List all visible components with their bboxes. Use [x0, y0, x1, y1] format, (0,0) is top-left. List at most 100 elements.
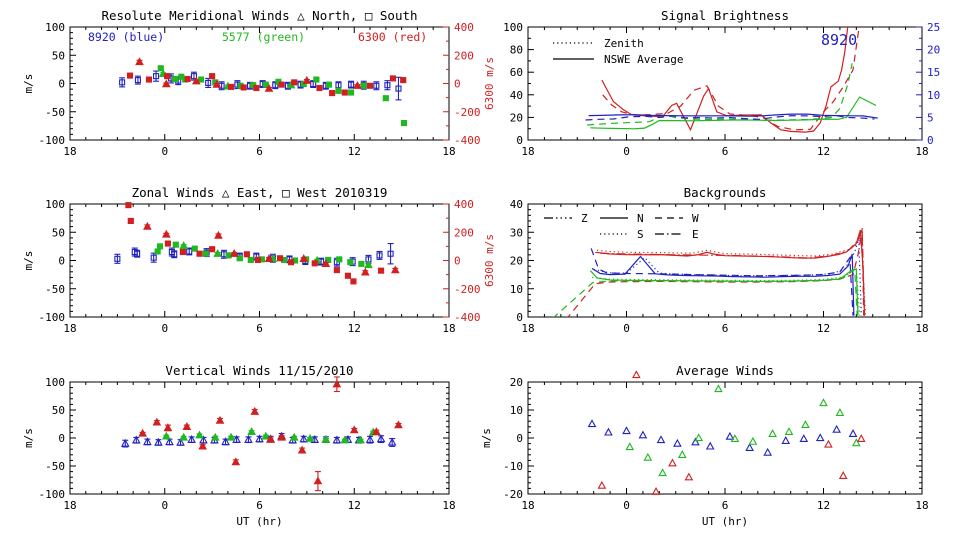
marker-triangle [784, 427, 794, 435]
y2-tick-label: 10 [927, 89, 940, 102]
marker-triangle [763, 447, 773, 456]
legend-label: NSWE Average [604, 53, 683, 66]
marker-square [348, 81, 355, 88]
marker-square [171, 75, 179, 83]
marker-triangle [187, 434, 196, 443]
marker-square [313, 76, 320, 83]
marker-square [387, 250, 394, 257]
marker-square [127, 217, 134, 224]
marker-square [225, 252, 232, 259]
marker-square [341, 89, 348, 96]
y-tick-label: 100 [503, 21, 523, 34]
annotation-6300-(red): 6300 (red) [358, 30, 427, 44]
series-signal-brightness-5577-zenith [587, 63, 853, 126]
marker-triangle [277, 432, 286, 441]
marker-triangle [165, 437, 174, 446]
y-tick-label: 50 [52, 226, 65, 239]
marker-square [153, 73, 160, 80]
x-tick-label: 6 [256, 322, 263, 335]
marker-triangle [163, 423, 173, 432]
marker-square [205, 79, 212, 86]
y-tick-label: 0 [516, 311, 523, 324]
marker-square [198, 76, 205, 83]
marker-triangle [677, 450, 687, 458]
marker-square [184, 75, 191, 83]
panel-title: Backgrounds [684, 185, 767, 200]
marker-square [164, 240, 171, 247]
series-backgrounds-8920-n [591, 253, 855, 316]
marker-triangle [162, 79, 171, 88]
marker-square [276, 255, 284, 262]
marker-triangle [264, 254, 274, 262]
marker-triangle [852, 438, 861, 447]
marker-triangle [694, 433, 704, 442]
marker-triangle [643, 452, 653, 461]
marker-triangle [162, 431, 171, 440]
marker-square [254, 256, 261, 263]
marker-triangle [745, 443, 754, 451]
marker-triangle [638, 430, 648, 439]
marker-square [247, 256, 254, 263]
marker-triangle [313, 476, 323, 485]
data-line [591, 253, 855, 316]
y-tick-label: 0 [58, 255, 65, 268]
marker-square [145, 76, 153, 83]
marker-triangle [684, 472, 694, 481]
marker-triangle [587, 419, 597, 428]
x-tick-label: 12 [817, 499, 830, 512]
marker-triangle [305, 433, 315, 442]
y-tick-label: 0 [516, 432, 523, 445]
marker-triangle [832, 424, 841, 433]
marker-square [262, 81, 269, 88]
marker-square [335, 87, 342, 94]
marker-square [125, 202, 132, 209]
x-tick-label: 12 [817, 322, 830, 335]
marker-square [344, 272, 351, 279]
marker-square [311, 260, 318, 267]
marker-square [384, 82, 391, 89]
marker-triangle [390, 265, 400, 274]
marker-triangle [299, 434, 309, 443]
y-tick-label: -100 [39, 311, 66, 324]
marker-square [335, 82, 342, 89]
panel-title: Resolute Meridional Winds △ North, □ Sou… [101, 8, 417, 23]
marker-triangle [229, 248, 239, 257]
marker-triangle [838, 471, 848, 479]
panel-zonal-winds: Zonal Winds △ East, □ West 2010319 18 0 6 12… [22, 185, 496, 335]
y2-tick-label: 5 [927, 111, 934, 124]
series-signal-brightness-8920-nswe-average [588, 113, 878, 119]
y-tick-label: 20 [510, 255, 523, 268]
marker-triangle [332, 379, 342, 388]
marker-triangle [214, 230, 223, 239]
marker-square [358, 260, 365, 267]
y2-tick-label: -200 [454, 283, 481, 296]
data-line [590, 96, 877, 130]
marker-square [348, 89, 355, 96]
y-tick-label: -50 [45, 283, 65, 296]
data-line [595, 229, 866, 316]
series-backgrounds-5577-w [553, 268, 858, 317]
data-line [587, 63, 853, 126]
marker-triangle [162, 229, 171, 238]
marker-triangle [266, 434, 275, 443]
y2-tick-label: 400 [454, 198, 474, 211]
y-tick-label: 100 [45, 21, 65, 34]
legend-backgrounds: Z N W S E [544, 212, 699, 241]
y-tick-label: -10 [503, 460, 523, 473]
marker-triangle [264, 83, 274, 92]
y-tick-label: -100 [39, 134, 66, 147]
y-tick-label: 20 [510, 111, 523, 124]
x-tick-label: 6 [722, 499, 729, 512]
y2-tick-label: -400 [454, 311, 481, 324]
marker-square [150, 254, 157, 261]
marker-square [179, 248, 186, 256]
data-line [553, 268, 858, 317]
marker-square [209, 73, 216, 80]
marker-square [172, 241, 179, 248]
series-signal-brightness-6300-zenith [602, 29, 860, 131]
x-tick-label: 18 [63, 322, 76, 335]
data-line [602, 29, 860, 131]
panel-title: Average Winds [676, 363, 774, 378]
x-tick-label: 6 [256, 145, 263, 158]
data-line [590, 248, 854, 316]
